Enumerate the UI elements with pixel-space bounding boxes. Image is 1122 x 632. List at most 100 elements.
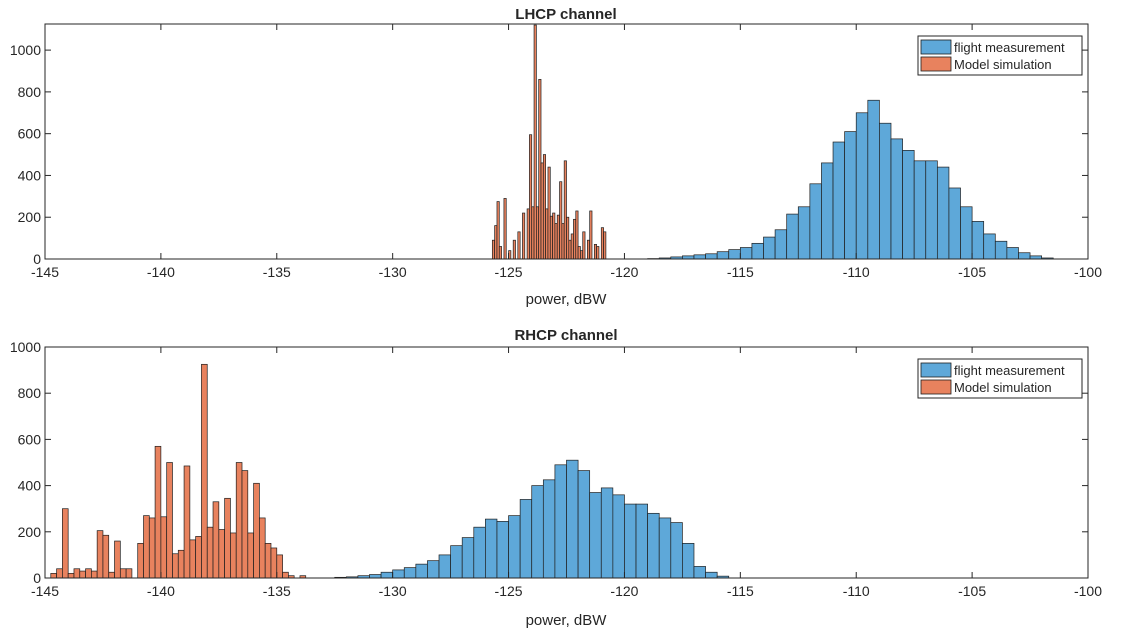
histogram-bar-model — [299, 575, 307, 578]
legend-entry: Model simulation — [954, 380, 1052, 395]
histogram-bar-flight — [415, 563, 428, 578]
panel-title: RHCP channel — [514, 327, 617, 344]
histogram-bar-flight — [705, 571, 718, 578]
histogram-bar-model — [533, 24, 537, 259]
axes-layer: -145 -140 -135 -130 -125 -120 -115 -110 -105 -100… — [10, 339, 1102, 599]
x-tick-label: -110 — [843, 583, 870, 599]
legend: flight measurement Model simulation — [917, 35, 1083, 76]
histogram-bar-flight — [647, 512, 660, 578]
histogram-bar-model — [288, 575, 295, 578]
y-tick-label: 400 — [18, 167, 42, 183]
histogram-bar-model — [91, 570, 98, 578]
histogram-bar-model — [589, 210, 593, 259]
histogram-bar-model — [154, 445, 162, 578]
histogram-bar-flight — [936, 166, 950, 259]
histogram-bar-model — [102, 534, 110, 578]
x-tick-label: -120 — [610, 264, 638, 280]
histogram-bar-model — [67, 573, 75, 578]
histogram-bar-flight — [774, 229, 788, 259]
histogram-bar-model — [542, 154, 546, 259]
y-tick-label: 600 — [18, 431, 42, 447]
histogram-bar-flight — [867, 99, 880, 259]
histogram-bar-flight — [519, 499, 533, 578]
histogram-bar-model — [62, 508, 69, 578]
histogram-bar-model — [56, 568, 63, 578]
histogram-bar-flight — [554, 464, 567, 578]
histogram-bar-model — [547, 166, 551, 259]
histogram-bar-model — [529, 134, 533, 259]
x-tick-label: -100 — [1074, 583, 1102, 599]
x-tick-label: -120 — [610, 583, 638, 599]
histogram-bar-flight — [716, 251, 730, 259]
histogram-bar-flight — [971, 221, 985, 259]
x-tick-label: -145 — [31, 264, 59, 280]
histogram-bar-flight — [693, 254, 706, 259]
histogram-bar-model — [522, 212, 526, 259]
histogram-bar-flight — [855, 112, 869, 259]
histogram-bar-model — [195, 536, 202, 578]
x-tick-label: -115 — [727, 583, 754, 599]
y-tick-label: 400 — [18, 478, 42, 494]
legend-swatch — [920, 39, 952, 55]
histogram-bar-model — [235, 462, 243, 578]
axes-layer: -145 -140 -135 -130 -125 -120 -115 -110 -105 -100… — [10, 23, 1102, 280]
histogram-bar-flight — [879, 122, 892, 259]
histogram-bar-flight — [427, 560, 440, 578]
x-tick-label: -140 — [147, 264, 175, 280]
histogram-bar-model — [108, 571, 115, 578]
histogram-bar-flight — [531, 485, 544, 578]
histogram-bar-model — [247, 532, 254, 578]
histogram-bar-model — [503, 198, 507, 259]
x-tick-label: -130 — [379, 264, 407, 280]
histogram-bar-model — [282, 571, 289, 578]
x-axis-label: power, dBW — [526, 612, 608, 629]
histogram-bar-flight — [624, 503, 637, 578]
histogram-bar-flight — [739, 247, 753, 259]
histogram-bar-model — [253, 482, 260, 578]
histogram-bar-model — [218, 529, 225, 578]
panel-title: LHCP channel — [515, 6, 616, 23]
y-tick-label: 200 — [18, 524, 42, 540]
histogram-bar-flight — [600, 487, 614, 578]
histogram-bar-flight — [913, 160, 927, 259]
x-tick-label: -100 — [1074, 264, 1102, 280]
x-tick-label: -105 — [958, 264, 986, 280]
histogram-bar-model — [212, 501, 220, 578]
histogram-bar-model — [512, 239, 516, 259]
histogram-bar-flight — [473, 526, 486, 578]
histogram-bar-model — [189, 539, 197, 578]
y-tick-label: 0 — [33, 251, 41, 267]
bars-layer — [491, 24, 1054, 259]
histogram-bar-model — [201, 363, 208, 578]
histogram-bar-flight — [797, 206, 811, 259]
legend-swatch — [920, 362, 952, 378]
histogram-bar-flight — [890, 138, 903, 259]
histogram-bar-model — [276, 554, 283, 578]
histogram-bar-model — [73, 568, 81, 578]
y-tick-label: 600 — [18, 126, 42, 142]
y-tick-label: 800 — [18, 385, 42, 401]
histogram-bar-flight — [612, 494, 625, 578]
histogram-bar-model — [270, 547, 278, 578]
y-tick-label: 1000 — [10, 339, 41, 355]
histogram-bar-flight — [589, 492, 602, 578]
histogram-bar-model — [224, 497, 231, 578]
histogram-bar-flight — [925, 160, 938, 259]
histogram-bar-flight — [485, 518, 498, 578]
histogram-bar-flight — [658, 517, 672, 578]
histogram-bar-model — [259, 517, 266, 578]
histogram-bar-flight — [496, 521, 509, 578]
histogram-bar-flight — [1006, 247, 1019, 259]
x-tick-label: -125 — [495, 264, 523, 280]
histogram-bar-model — [166, 462, 173, 578]
histogram-bar-flight — [821, 162, 834, 259]
x-tick-label: -105 — [958, 583, 986, 599]
histogram-bar-model — [230, 532, 237, 578]
histogram-bar-model — [183, 465, 191, 578]
histogram-bar-flight — [983, 233, 996, 259]
legend-swatch — [920, 379, 952, 395]
histogram-bar-flight — [577, 470, 591, 578]
histogram-bar-model — [206, 526, 214, 578]
x-tick-label: -130 — [379, 583, 407, 599]
